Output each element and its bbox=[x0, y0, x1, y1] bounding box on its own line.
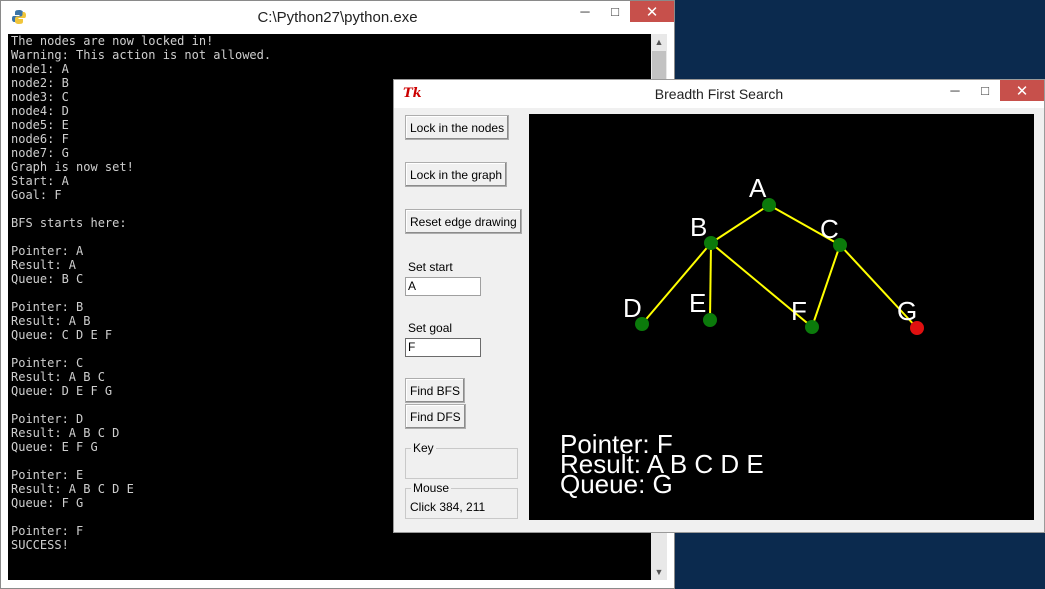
console-line: Result: A B C bbox=[11, 370, 105, 384]
console-line: Queue: B C bbox=[11, 272, 84, 286]
console-line: BFS starts here: bbox=[11, 216, 127, 230]
scroll-down-arrow-icon[interactable]: ▼ bbox=[654, 567, 664, 577]
node-label-C: C bbox=[820, 214, 839, 244]
console-line: node4: D bbox=[11, 104, 69, 118]
console-line: Result: A B C D bbox=[11, 426, 120, 440]
console-line: node3: C bbox=[11, 90, 69, 104]
console-output: The nodes are now locked in! Warning: Thi… bbox=[8, 34, 651, 552]
node-F[interactable] bbox=[805, 320, 819, 334]
bfs-title: Breadth First Search bbox=[654, 86, 784, 102]
node-label-G: G bbox=[897, 296, 917, 326]
lock-graph-button[interactable]: Lock in the graph bbox=[405, 162, 508, 187]
find-dfs-button[interactable]: Find DFS bbox=[405, 404, 466, 429]
console-line: Result: A bbox=[11, 258, 77, 272]
python-icon bbox=[12, 10, 26, 24]
minimize-button[interactable]: ─ bbox=[950, 83, 960, 98]
console-line: Pointer: E bbox=[11, 468, 84, 482]
console-titlebar[interactable]: C:\Python27\python.exe ─ □ ✕ bbox=[1, 1, 674, 33]
console-line: Pointer: F bbox=[11, 524, 84, 538]
key-groupbox bbox=[405, 448, 518, 479]
reset-edge-drawing-button[interactable]: Reset edge drawing bbox=[405, 209, 522, 234]
console-line: Result: A B bbox=[11, 314, 91, 328]
edge-A-C bbox=[768, 204, 841, 246]
find-bfs-button[interactable]: Find BFS bbox=[405, 378, 466, 403]
bfs-window-buttons: ─ □ ✕ bbox=[940, 80, 1044, 101]
node-A[interactable] bbox=[762, 198, 776, 212]
console-line: Pointer: D bbox=[11, 412, 84, 426]
console-line: Warning: This action is not allowed. bbox=[11, 48, 272, 62]
node-B[interactable] bbox=[704, 236, 718, 250]
queue-text: Queue: G bbox=[560, 469, 673, 499]
graph-canvas[interactable]: A B C D E F G Pointer: F Result: A B C D E Queue:… bbox=[529, 114, 1034, 520]
node-label-B: B bbox=[690, 212, 707, 242]
mouse-label: Mouse bbox=[411, 481, 452, 495]
node-label-D: D bbox=[623, 293, 642, 323]
console-line: Pointer: A bbox=[11, 244, 84, 258]
console-window-buttons: ─ □ ✕ bbox=[570, 1, 674, 22]
maximize-button[interactable]: □ bbox=[981, 83, 989, 98]
console-title: C:\Python27\python.exe bbox=[257, 9, 418, 26]
result-text: Result: A B C D E bbox=[560, 449, 764, 479]
edge-B-D bbox=[641, 242, 712, 325]
node-G[interactable] bbox=[910, 321, 924, 335]
console-line: node5: E bbox=[11, 118, 69, 132]
edge-C-F bbox=[811, 244, 841, 328]
console-line: Graph is now set! bbox=[11, 160, 134, 174]
set-goal-label: Set goal bbox=[408, 321, 453, 335]
scroll-up-arrow-icon[interactable]: ▲ bbox=[654, 37, 664, 47]
tk-feather-icon: Tk bbox=[403, 86, 422, 101]
pointer-text: Pointer: F bbox=[560, 429, 673, 459]
node-label-F: F bbox=[791, 296, 807, 326]
console-line: node6: F bbox=[11, 132, 69, 146]
lock-nodes-button[interactable]: Lock in the nodes bbox=[405, 115, 510, 140]
bfs-window: Tk Breadth First Search ─ □ ✕ Lock in th… bbox=[393, 79, 1045, 533]
edge-B-F bbox=[710, 242, 813, 328]
mouse-coordinates: Click 384, 211 bbox=[410, 500, 486, 514]
console-line: Queue: C D E F bbox=[11, 328, 113, 342]
maximize-button[interactable]: □ bbox=[611, 4, 619, 19]
key-label: Key bbox=[411, 441, 436, 455]
close-button[interactable]: ✕ bbox=[1000, 80, 1044, 101]
console-line: node2: B bbox=[11, 76, 69, 90]
set-start-label: Set start bbox=[408, 260, 453, 274]
console-line: Result: A B C D E bbox=[11, 482, 134, 496]
console-line: node1: A bbox=[11, 62, 69, 76]
mouse-groupbox bbox=[405, 488, 518, 519]
node-C[interactable] bbox=[833, 238, 847, 252]
console-line: Queue: F G bbox=[11, 496, 84, 510]
goal-entry[interactable]: F bbox=[405, 338, 481, 357]
edge-B-E bbox=[709, 242, 712, 321]
node-label-E: E bbox=[689, 288, 706, 318]
edge-C-G bbox=[839, 244, 918, 329]
console-line: Goal: F bbox=[11, 188, 62, 202]
node-label-A: A bbox=[749, 173, 767, 203]
start-entry[interactable]: A bbox=[405, 277, 481, 296]
minimize-button[interactable]: ─ bbox=[580, 4, 590, 19]
bfs-titlebar[interactable]: Tk Breadth First Search ─ □ ✕ bbox=[394, 80, 1044, 108]
node-D[interactable] bbox=[635, 317, 649, 331]
close-button[interactable]: ✕ bbox=[630, 1, 674, 22]
node-E[interactable] bbox=[703, 313, 717, 327]
console-line: The nodes are now locked in! bbox=[11, 34, 214, 48]
console-line: node7: G bbox=[11, 146, 69, 160]
console-line: Queue: D E F G bbox=[11, 384, 113, 398]
edge-A-B bbox=[710, 204, 770, 244]
console-line: Start: A bbox=[11, 174, 69, 188]
console-line: SUCCESS! bbox=[11, 538, 69, 552]
console-line: Pointer: C bbox=[11, 356, 84, 370]
console-line: Queue: E F G bbox=[11, 440, 98, 454]
console-line: Pointer: B bbox=[11, 300, 84, 314]
